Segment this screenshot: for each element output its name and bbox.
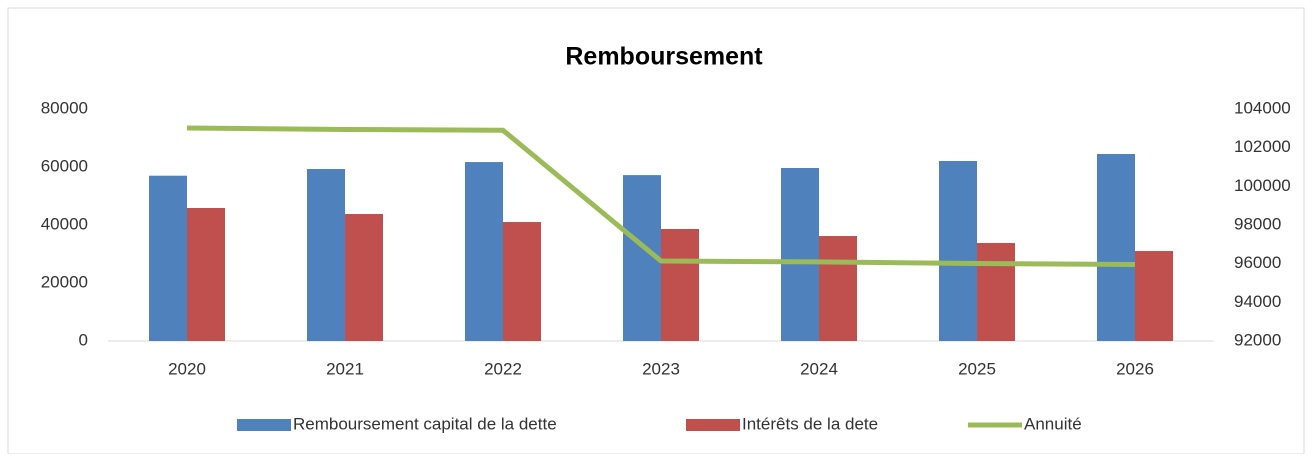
- legend-label: Remboursement capital de la dette: [293, 414, 557, 433]
- bar: [1135, 251, 1173, 341]
- y2-tick-label: 96000: [1234, 253, 1281, 272]
- y2-tick-label: 94000: [1234, 292, 1281, 311]
- legend-swatch: [237, 419, 291, 431]
- bar: [465, 162, 503, 341]
- y2-tick-label: 100000: [1234, 176, 1291, 195]
- x-tick-label: 2026: [1116, 359, 1154, 378]
- bar: [149, 175, 187, 341]
- y-tick-label: 40000: [41, 214, 88, 233]
- bar: [781, 168, 819, 341]
- x-tick-label: 2021: [326, 359, 364, 378]
- y2-tick-label: 104000: [1234, 98, 1291, 117]
- bar: [503, 222, 541, 341]
- x-tick-label: 2022: [484, 359, 522, 378]
- line-series: [186, 125, 1136, 267]
- x-tick-label: 2024: [800, 359, 838, 378]
- y-tick-label: 0: [79, 330, 88, 349]
- legend-label: Intérêts de la dete: [742, 414, 878, 433]
- legend-label: Annuité: [1024, 414, 1082, 433]
- x-tick-label: 2025: [958, 359, 996, 378]
- y2-tick-label: 98000: [1234, 214, 1281, 233]
- x-tick-label: 2020: [168, 359, 206, 378]
- chart-title: Remboursement: [565, 43, 763, 71]
- bar: [939, 160, 977, 341]
- x-tick-label: 2023: [642, 359, 680, 378]
- bar: [307, 169, 345, 341]
- bar: [187, 208, 225, 341]
- y-tick-label: 20000: [41, 272, 88, 291]
- y2-tick-label: 102000: [1234, 137, 1291, 156]
- bar: [1097, 154, 1135, 341]
- bar: [661, 229, 699, 341]
- y2-tick-label: 92000: [1234, 330, 1281, 349]
- bar: [977, 242, 1015, 341]
- y-tick-label: 80000: [41, 98, 88, 117]
- legend-swatch: [686, 419, 740, 431]
- y-tick-label: 60000: [41, 156, 88, 175]
- bar: [345, 213, 383, 341]
- bar: [819, 236, 857, 341]
